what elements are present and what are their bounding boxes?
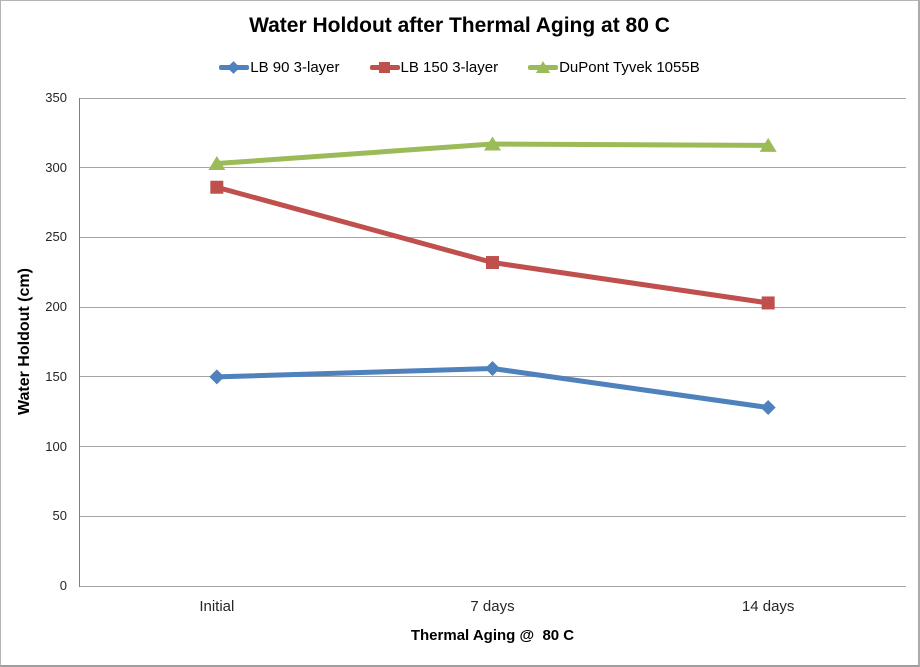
diamond-marker-icon bbox=[485, 360, 500, 376]
y-axis-line bbox=[79, 98, 80, 587]
diamond-marker-icon bbox=[209, 369, 225, 385]
diamond-icon bbox=[219, 59, 250, 75]
x-axis-title: Thermal Aging @ 80 C bbox=[410, 627, 575, 644]
legend-label: LB 150 3-layer bbox=[400, 58, 499, 76]
legend: LB 90 3-layer LB 150 3-layer DuPont Tyvek … bbox=[1, 54, 918, 80]
gridline bbox=[79, 376, 906, 378]
square-marker-icon bbox=[761, 296, 775, 310]
gridline bbox=[79, 306, 906, 308]
gridline bbox=[79, 515, 906, 517]
chart-title: Water Holdout after Thermal Aging at 80 … bbox=[249, 14, 670, 37]
triangle-icon bbox=[528, 59, 559, 75]
square-marker-icon bbox=[486, 256, 499, 270]
triangle-marker-icon bbox=[484, 136, 501, 151]
legend-label: LB 90 3-layer bbox=[250, 58, 340, 76]
chart-plot-svg bbox=[208, 136, 777, 416]
plot-area bbox=[79, 97, 906, 587]
x-tick-label: Initial bbox=[199, 598, 235, 615]
y-tick-label: 350 bbox=[45, 90, 67, 105]
y-tick-label: 200 bbox=[45, 299, 67, 315]
gridline bbox=[79, 97, 906, 99]
legend-item-lb-150-3-layer: LB 150 3-layer bbox=[369, 58, 499, 76]
gridline bbox=[79, 446, 906, 448]
gridline bbox=[79, 167, 906, 169]
legend-item-dupont-tyvek-1055b: DuPont Tyvek 1055B bbox=[528, 59, 700, 76]
legend-label: DuPont Tyvek 1055B bbox=[559, 58, 700, 76]
diamond-marker-icon bbox=[760, 400, 776, 416]
y-tick-label: 300 bbox=[45, 159, 67, 175]
triangle-marker-icon bbox=[759, 137, 777, 152]
x-tick-label: 7 days bbox=[470, 598, 515, 615]
y-tick-label: 100 bbox=[45, 438, 67, 454]
x-tick-label: 14 days bbox=[741, 598, 795, 615]
legend-item-lb-90-3-layer: LB 90 3-layer bbox=[219, 58, 340, 76]
y-tick-label: 50 bbox=[52, 508, 67, 524]
series-line-lb-150-3-layer bbox=[214, 184, 771, 306]
y-tick-label: 0 bbox=[59, 578, 67, 593]
gridline bbox=[79, 236, 906, 238]
square-marker-icon bbox=[210, 180, 224, 194]
y-tick-label: 150 bbox=[45, 368, 67, 384]
square-icon bbox=[369, 59, 400, 75]
triangle-marker-icon bbox=[208, 156, 226, 171]
gridline bbox=[79, 585, 906, 587]
y-tick-label: 250 bbox=[45, 229, 67, 245]
